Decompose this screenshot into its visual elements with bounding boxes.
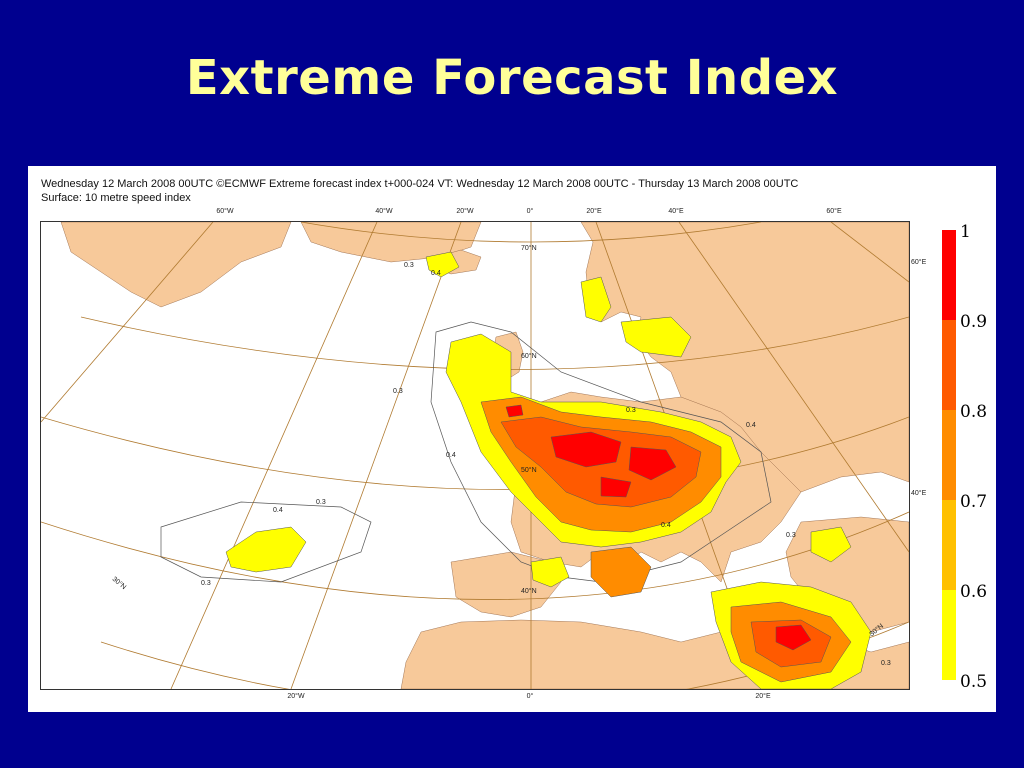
efi-spain	[530, 556, 570, 588]
lon-40e	[678, 222, 909, 553]
contour-label: 0.4	[661, 522, 671, 529]
lat-40	[41, 511, 909, 600]
lon-label-bottom: 20°E	[755, 693, 771, 700]
lon-40w	[170, 222, 378, 689]
lon-20w	[290, 222, 462, 689]
legend-tick: 0.8	[960, 402, 988, 422]
legend-colorbar	[942, 230, 956, 680]
efi-baltic	[620, 316, 692, 358]
figure-panel: Wednesday 12 March 2008 00UTC ©ECMWF Ext…	[28, 166, 996, 712]
lat-50	[41, 416, 909, 490]
lon-label-top: 20°W	[456, 208, 474, 215]
contour-label: 0.4	[273, 507, 283, 514]
legend-tick: 0.7	[960, 492, 988, 512]
legend: 1 0.9 0.8 0.7 0.6 0.5	[940, 222, 1000, 692]
legend-seg-0.9-1	[942, 230, 956, 320]
lon-label-bottom: 0°	[526, 693, 534, 700]
contour-label: 0.3	[626, 407, 636, 414]
contour-label: 0.3	[881, 660, 891, 667]
lon-label-top: 40°W	[375, 208, 393, 215]
contour-label: 0.3	[316, 499, 326, 506]
efi-red-3	[600, 476, 632, 498]
lon-label-right: 60°E	[911, 259, 927, 266]
isoline-atlantic	[160, 501, 372, 583]
contour-label: 0.3	[201, 580, 211, 587]
lon-label-bottom: 20°W	[287, 693, 305, 700]
efi-red-1	[550, 431, 622, 468]
lon-label-top: 40°E	[668, 208, 684, 215]
legend-seg-0.6-0.7	[942, 500, 956, 590]
contour-label: 0.3	[786, 532, 796, 539]
lat-label-inner: 40°N	[521, 588, 537, 595]
map-canvas	[41, 222, 909, 689]
legend-tick: 0.5	[960, 672, 988, 692]
lon-60e	[830, 222, 909, 283]
lat-label-inner: 60°N	[521, 353, 537, 360]
efi-iceland	[425, 251, 460, 278]
legend-seg-0.5-0.6	[942, 590, 956, 680]
efi-norway	[580, 276, 612, 323]
legend-seg-0.8-0.9	[942, 320, 956, 410]
legend-tick: 0.6	[960, 582, 988, 602]
contour-label: 0.4	[446, 452, 456, 459]
lat-label-inner: 70°N	[521, 245, 537, 252]
contour-label: 0.3	[393, 388, 403, 395]
lon-label-right: 40°E	[911, 490, 927, 497]
lon-label-top: 20°E	[586, 208, 602, 215]
legend-tick: 1	[960, 222, 971, 242]
legend-tick: 0.9	[960, 312, 988, 332]
contour-label: 0.4	[746, 422, 756, 429]
contour-label: 0.4	[431, 270, 441, 277]
isoline-europe	[430, 321, 772, 583]
lat-60	[80, 316, 909, 370]
arctic-island	[300, 222, 482, 263]
lon-label-top: 60°W	[216, 208, 234, 215]
map: 70°N 60°N 50°N 40°N 30°N 30°N 0.3 0.3 0.…	[40, 221, 910, 690]
efi-isolines	[160, 321, 772, 583]
efi-red-5	[505, 404, 524, 418]
slide-title: Extreme Forecast Index	[185, 50, 839, 106]
contour-label: 0.3	[404, 262, 414, 269]
efi-band-0.9	[505, 404, 812, 651]
lon-label-top: 0°	[526, 208, 534, 215]
efi-italy-orange	[590, 546, 652, 598]
efi-red-4	[775, 624, 812, 651]
legend-seg-0.7-0.8	[942, 410, 956, 500]
lat-label-inner: 50°N	[521, 467, 537, 474]
efi-turkey	[810, 526, 852, 563]
figure-header-line2: Surface: 10 metre speed index	[41, 192, 191, 204]
efi-atlantic-patch	[225, 526, 307, 573]
lon-label-top: 60°E	[826, 208, 842, 215]
efi-red-2	[628, 446, 677, 481]
lon-60w	[41, 222, 214, 423]
figure-header-line1: Wednesday 12 March 2008 00UTC ©ECMWF Ext…	[41, 178, 799, 190]
